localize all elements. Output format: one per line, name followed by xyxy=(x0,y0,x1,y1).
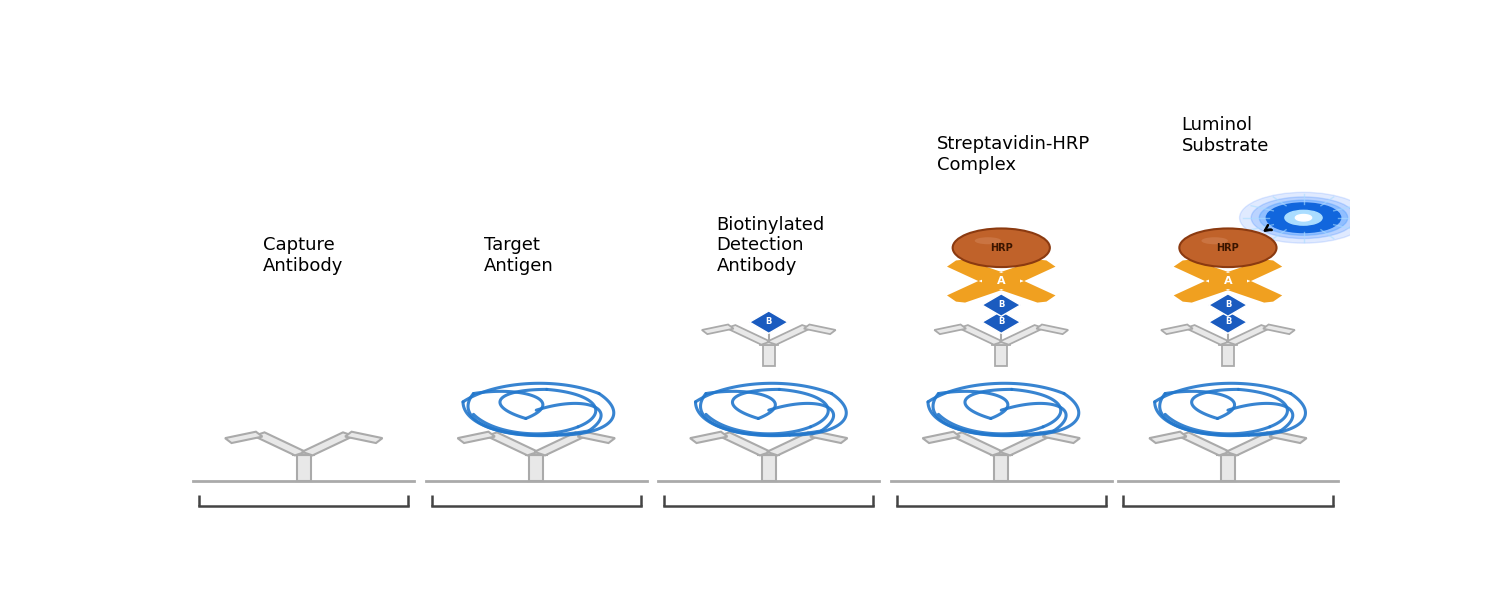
Circle shape xyxy=(1286,211,1322,225)
Polygon shape xyxy=(982,294,1020,316)
Polygon shape xyxy=(946,259,1002,281)
Polygon shape xyxy=(690,431,728,443)
Polygon shape xyxy=(1209,274,1246,289)
FancyBboxPatch shape xyxy=(760,341,777,344)
Polygon shape xyxy=(810,431,847,443)
Circle shape xyxy=(1251,197,1356,239)
Polygon shape xyxy=(486,433,538,455)
Polygon shape xyxy=(1000,281,1056,302)
Polygon shape xyxy=(804,325,836,334)
Polygon shape xyxy=(1173,281,1228,302)
Circle shape xyxy=(1266,203,1341,233)
Polygon shape xyxy=(1185,325,1230,344)
Polygon shape xyxy=(999,433,1051,455)
Polygon shape xyxy=(1227,281,1282,302)
Polygon shape xyxy=(1149,431,1186,443)
FancyBboxPatch shape xyxy=(526,452,546,455)
Polygon shape xyxy=(1000,259,1056,281)
Text: A: A xyxy=(1224,275,1233,286)
Polygon shape xyxy=(345,431,382,443)
FancyBboxPatch shape xyxy=(1222,344,1234,366)
Polygon shape xyxy=(225,431,262,443)
Polygon shape xyxy=(1173,259,1228,281)
Polygon shape xyxy=(750,311,788,334)
Text: HRP: HRP xyxy=(1216,243,1239,253)
Text: Biotinylated
Detection
Antibody: Biotinylated Detection Antibody xyxy=(717,215,825,275)
FancyBboxPatch shape xyxy=(1221,455,1234,481)
Text: Target
Antigen: Target Antigen xyxy=(484,236,554,275)
Circle shape xyxy=(1270,205,1336,230)
Polygon shape xyxy=(1227,325,1270,344)
Circle shape xyxy=(1260,200,1347,235)
Circle shape xyxy=(1239,193,1368,243)
Text: Streptavidin-HRP
Complex: Streptavidin-HRP Complex xyxy=(938,135,1090,173)
FancyBboxPatch shape xyxy=(297,455,310,481)
Polygon shape xyxy=(254,433,306,455)
Polygon shape xyxy=(718,433,771,455)
Polygon shape xyxy=(1042,431,1080,443)
Polygon shape xyxy=(578,431,615,443)
Polygon shape xyxy=(726,325,771,344)
FancyBboxPatch shape xyxy=(294,452,314,455)
Text: B: B xyxy=(1224,317,1232,326)
FancyBboxPatch shape xyxy=(996,344,1006,366)
Polygon shape xyxy=(1036,325,1068,334)
Ellipse shape xyxy=(1179,229,1276,267)
Text: B: B xyxy=(998,317,1005,326)
FancyBboxPatch shape xyxy=(1218,452,1239,455)
Polygon shape xyxy=(1161,325,1192,334)
Text: B: B xyxy=(998,300,1005,309)
Polygon shape xyxy=(951,433,1004,455)
Text: Luminol
Substrate: Luminol Substrate xyxy=(1182,116,1269,155)
FancyBboxPatch shape xyxy=(994,455,1008,481)
Text: Capture
Antibody: Capture Antibody xyxy=(262,236,344,275)
Polygon shape xyxy=(982,311,1020,334)
Polygon shape xyxy=(922,431,960,443)
Ellipse shape xyxy=(1202,237,1228,244)
Polygon shape xyxy=(946,281,1002,302)
FancyBboxPatch shape xyxy=(764,344,774,366)
Polygon shape xyxy=(982,274,1020,289)
Polygon shape xyxy=(302,433,354,455)
Text: A: A xyxy=(998,275,1005,286)
Polygon shape xyxy=(1209,294,1246,316)
Ellipse shape xyxy=(975,237,1002,244)
Polygon shape xyxy=(1226,433,1278,455)
Polygon shape xyxy=(1269,431,1306,443)
Polygon shape xyxy=(766,433,819,455)
Polygon shape xyxy=(1209,311,1246,334)
Text: B: B xyxy=(1224,300,1232,309)
FancyBboxPatch shape xyxy=(992,452,1011,455)
FancyBboxPatch shape xyxy=(759,452,778,455)
Circle shape xyxy=(1296,215,1311,221)
FancyBboxPatch shape xyxy=(762,455,776,481)
Text: B: B xyxy=(765,317,772,326)
FancyBboxPatch shape xyxy=(993,341,1010,344)
FancyBboxPatch shape xyxy=(530,455,543,481)
Polygon shape xyxy=(1178,433,1230,455)
Polygon shape xyxy=(958,325,1004,344)
Text: HRP: HRP xyxy=(990,243,1012,253)
Polygon shape xyxy=(1263,325,1294,334)
Polygon shape xyxy=(934,325,966,334)
Polygon shape xyxy=(534,433,586,455)
FancyBboxPatch shape xyxy=(1220,341,1238,344)
Polygon shape xyxy=(458,431,495,443)
Polygon shape xyxy=(999,325,1044,344)
Polygon shape xyxy=(702,325,734,334)
Polygon shape xyxy=(766,325,812,344)
Polygon shape xyxy=(1227,259,1282,281)
Ellipse shape xyxy=(952,229,1050,267)
